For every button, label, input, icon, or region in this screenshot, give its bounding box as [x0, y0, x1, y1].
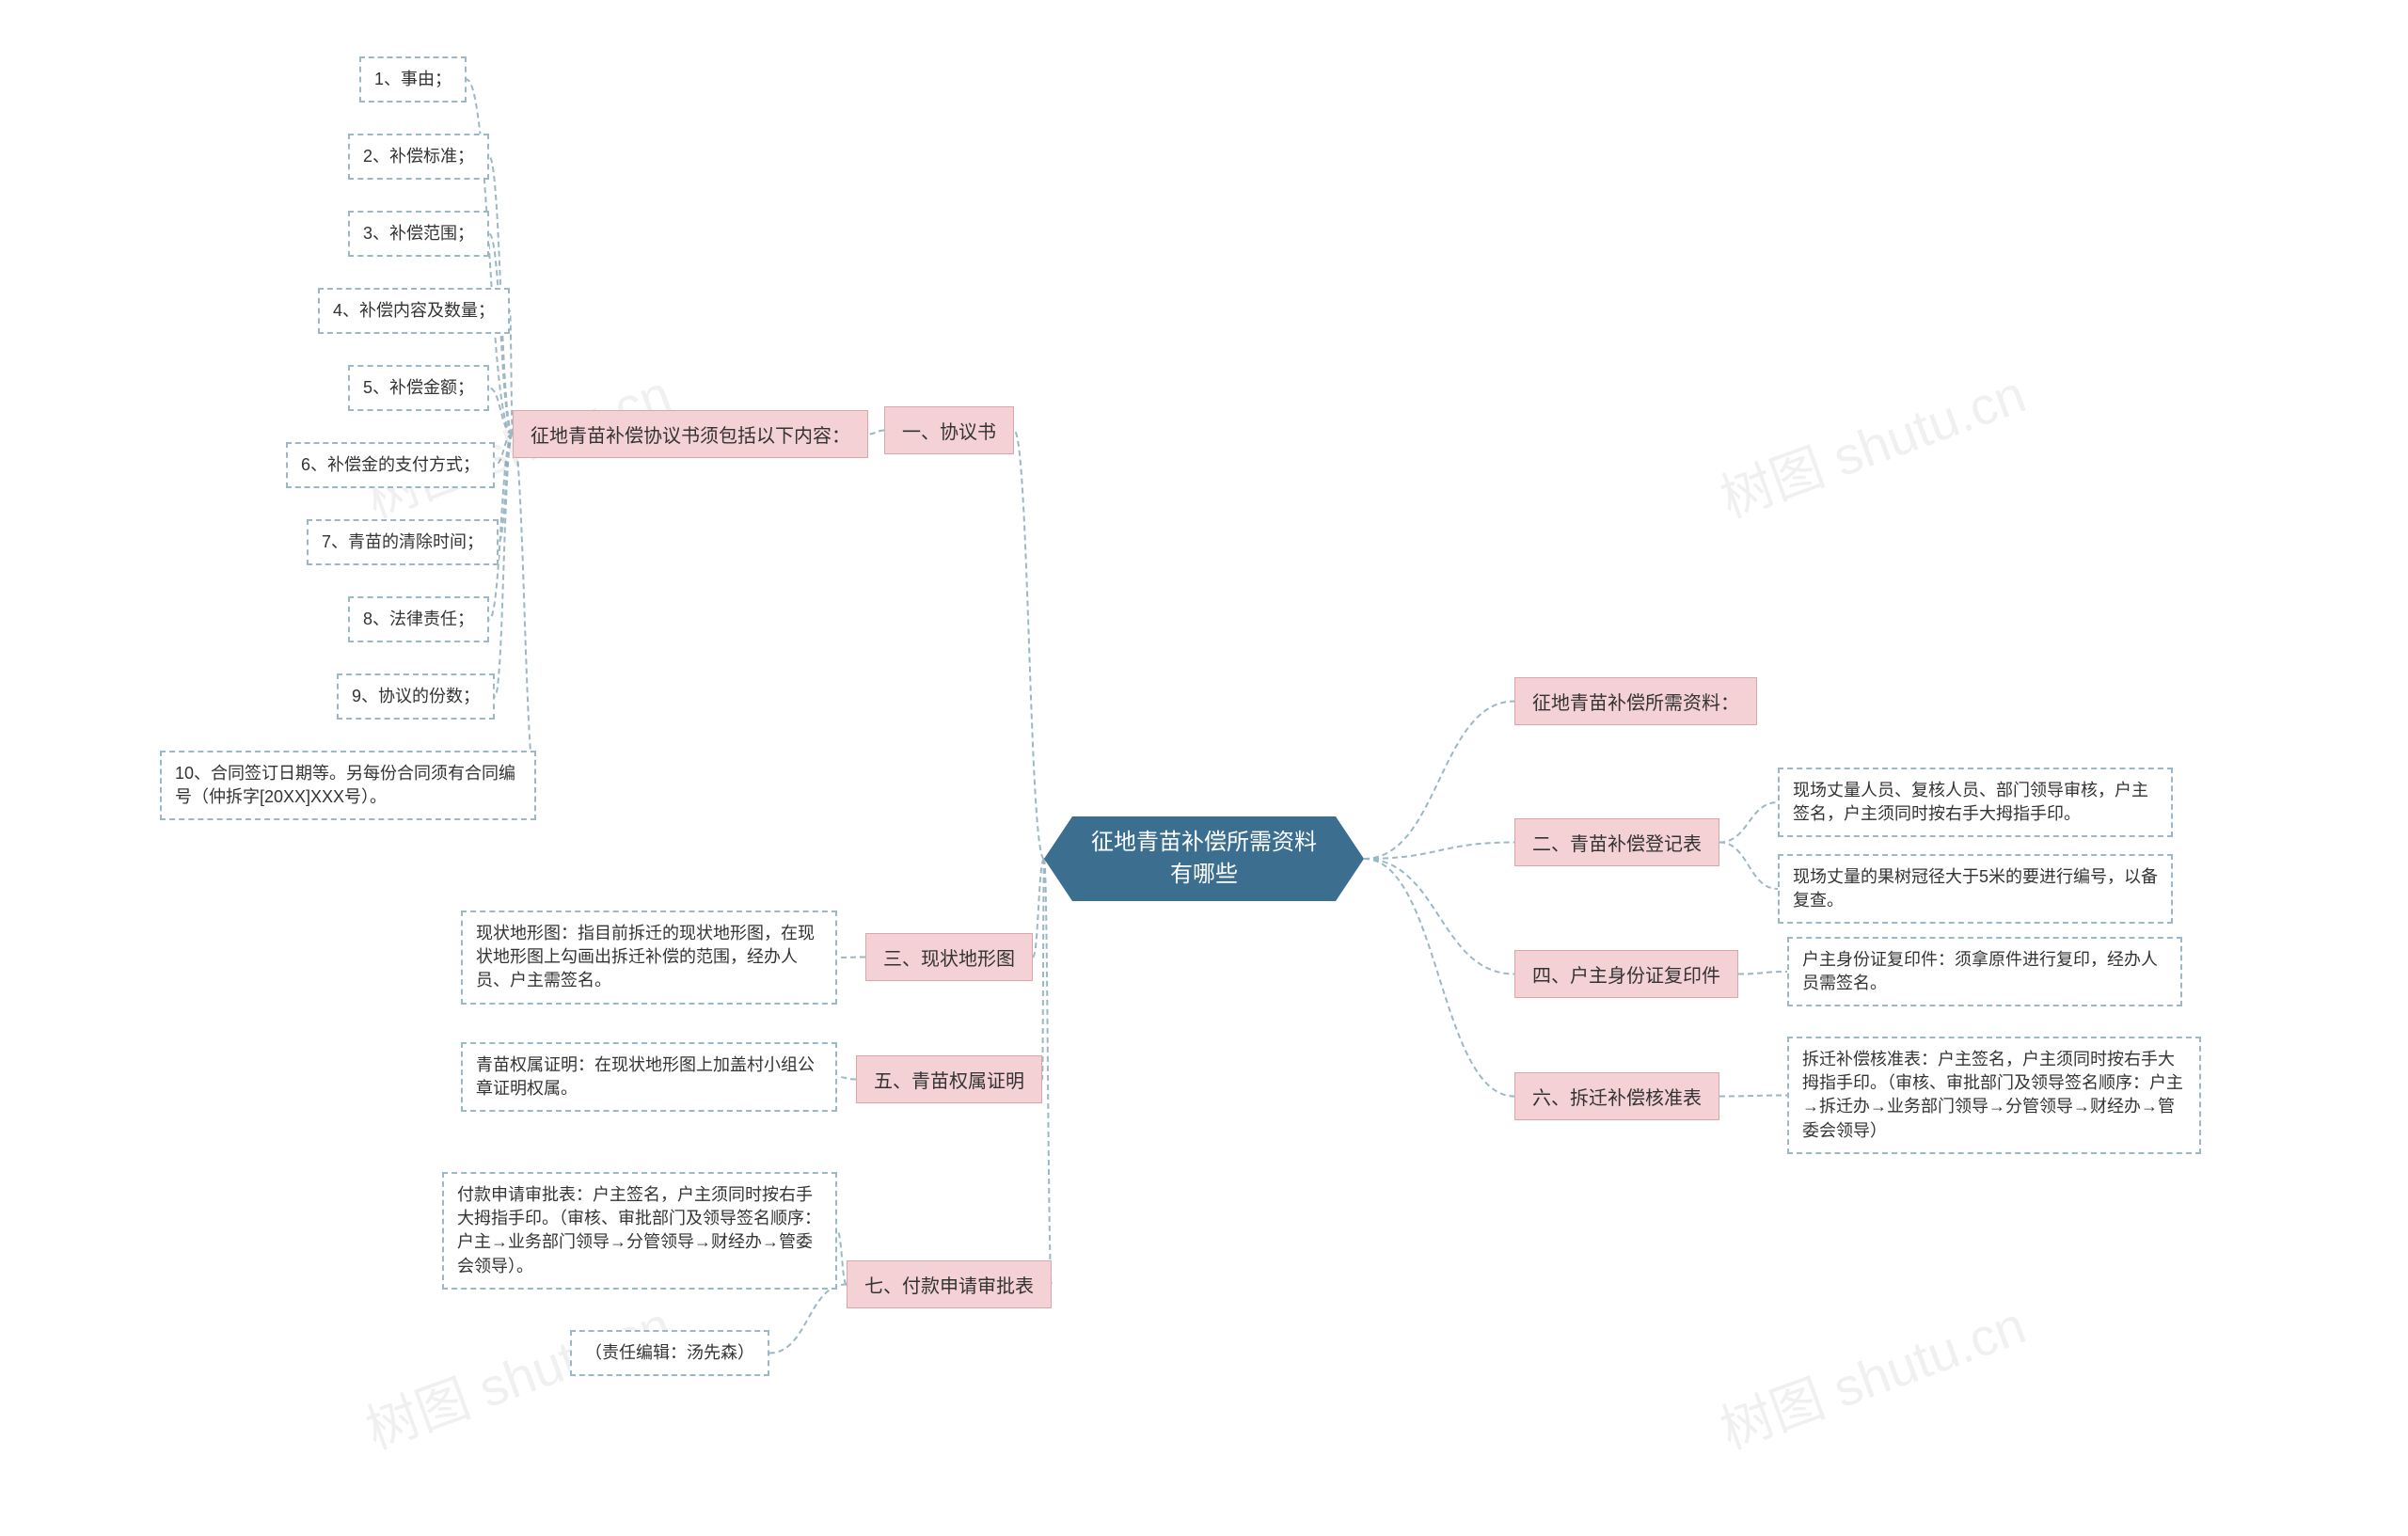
branch-node: 一、协议书: [884, 406, 1014, 454]
watermark: 树图 shutu.cn: [1708, 1283, 2035, 1464]
leaf-node: 7、青苗的清除时间；: [307, 519, 499, 565]
leaf-node: 户主身份证复印件：须拿原件进行复印，经办人员需签名。: [1787, 937, 2182, 1006]
leaf-node: 付款申请审批表：户主签名，户主须同时按右手大拇指手印。（审核、审批部门及领导签名…: [442, 1172, 837, 1290]
leaf-node: 5、补偿金额；: [348, 365, 489, 411]
leaf-node: 拆迁补偿核准表：户主签名，户主须同时按右手大拇指手印。（审核、审批部门及领导签名…: [1787, 1037, 2201, 1154]
branch-node: 七、付款申请审批表: [847, 1260, 1052, 1308]
leaf-node: 1、事由；: [359, 56, 467, 103]
leaf-node: 现状地形图：指目前拆迁的现状地形图，在现状地形图上勾画出拆迁补偿的范围，经办人员…: [461, 911, 837, 1005]
leaf-node: 3、补偿范围；: [348, 211, 489, 257]
branch-node: 五、青苗权属证明: [856, 1055, 1042, 1103]
watermark: 树图 shutu.cn: [1708, 352, 2035, 532]
leaf-node: 2、补偿标准；: [348, 134, 489, 180]
leaf-node: 9、协议的份数；: [337, 673, 495, 720]
leaf-node: 6、补偿金的支付方式；: [286, 442, 495, 488]
leaf-node: （责任编辑：汤先森）: [570, 1330, 769, 1376]
leaf-node: 10、合同签订日期等。另每份合同须有合同编号（仲拆字[20XX]XXX号）。: [160, 751, 536, 820]
leaf-node: 4、补偿内容及数量；: [318, 288, 510, 334]
root-label: 征地青苗补偿所需资料有哪些: [1091, 827, 1317, 890]
leaf-node: 现场丈量人员、复核人员、部门领导审核，户主签名，户主须同时按右手大拇指手印。: [1778, 768, 2173, 837]
branch-node: 征地青苗补偿协议书须包括以下内容：: [513, 410, 868, 458]
branch-node: 四、户主身份证复印件: [1514, 950, 1738, 998]
leaf-node: 现场丈量的果树冠径大于5米的要进行编号，以备复查。: [1778, 854, 2173, 924]
branch-node: 征地青苗补偿所需资料：: [1514, 677, 1757, 725]
branch-node: 三、现状地形图: [865, 933, 1033, 981]
branch-node: 六、拆迁补偿核准表: [1514, 1072, 1719, 1120]
root-node: 征地青苗补偿所需资料有哪些: [1072, 816, 1336, 901]
leaf-node: 8、法律责任；: [348, 596, 489, 642]
branch-node: 二、青苗补偿登记表: [1514, 818, 1719, 866]
leaf-node: 青苗权属证明：在现状地形图上加盖村小组公章证明权属。: [461, 1042, 837, 1112]
